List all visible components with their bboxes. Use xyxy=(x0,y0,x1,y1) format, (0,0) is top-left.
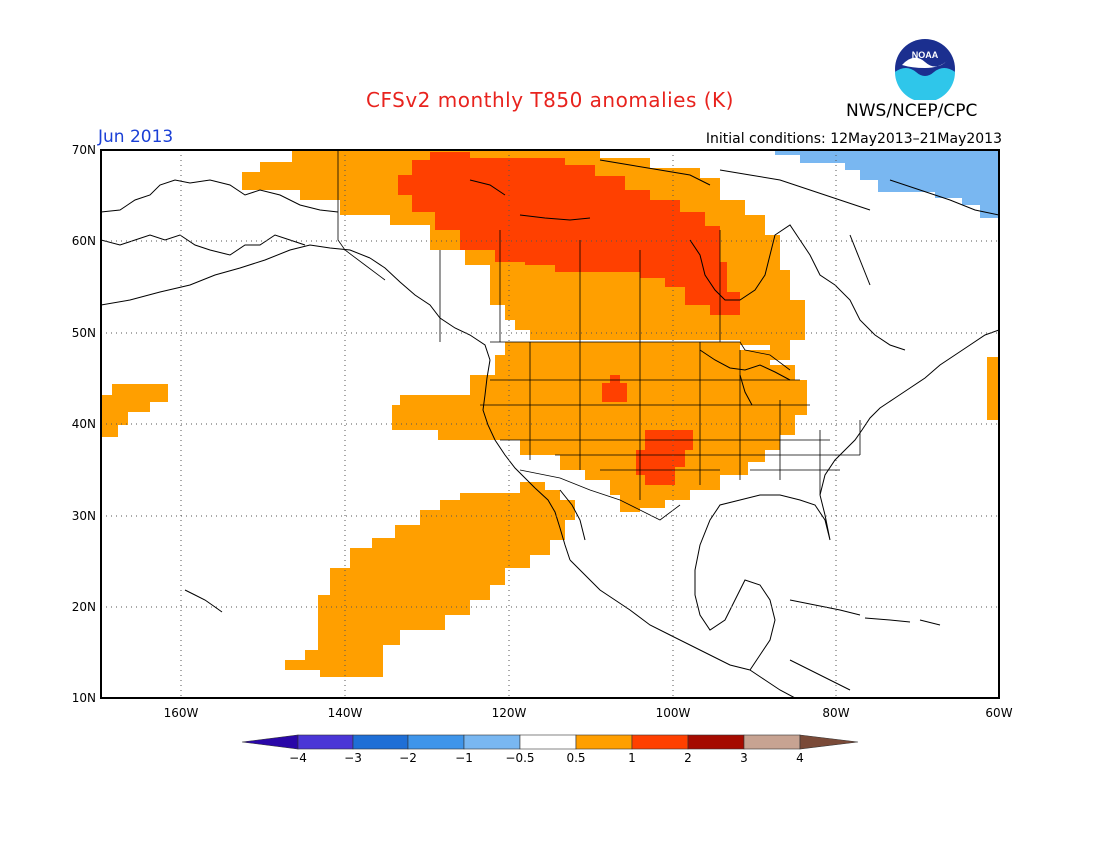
noaa-logo-text: NOAA xyxy=(912,50,939,60)
legend-swatch-1-2 xyxy=(631,734,689,750)
legend-label-0_5: 0.5 xyxy=(566,751,586,765)
legend-label-4: 4 xyxy=(796,751,804,765)
legend-label-1: 1 xyxy=(628,751,636,765)
lat-label-50n: 50N xyxy=(71,326,96,340)
legend-swatch-neg4-neg3 xyxy=(297,734,354,750)
noaa-logo: NOAA xyxy=(895,39,955,100)
lat-label-60n: 60N xyxy=(71,234,96,248)
legend-swatch-neutral xyxy=(519,734,577,750)
lat-label-40n: 40N xyxy=(71,417,96,431)
legend-swatch-above-4 xyxy=(799,734,859,750)
lon-label-120w: 120W xyxy=(491,706,527,720)
legend-swatch-3-4 xyxy=(743,734,801,750)
legend-label-neg1: −1 xyxy=(455,751,473,765)
forecast-month: Jun 2013 xyxy=(98,127,174,147)
legend-swatch-neg2-neg1 xyxy=(407,734,465,750)
legend-swatch-neg1-neg0_5 xyxy=(463,734,521,750)
legend-swatch-2-3 xyxy=(687,734,745,750)
legend-swatch-0_5-1 xyxy=(575,734,633,750)
coastlines xyxy=(101,159,999,698)
legend-label-neg0_5: −0.5 xyxy=(505,751,535,765)
lat-label-10n: 10N xyxy=(71,691,96,705)
legend-label-neg2: −2 xyxy=(399,751,417,765)
lon-label-140w: 140W xyxy=(327,706,363,720)
legend-label-3: 3 xyxy=(740,751,748,765)
lat-label-30n: 30N xyxy=(71,509,96,523)
initial-conditions: Initial conditions: 12May2013–21May2013 xyxy=(705,131,1002,147)
legend-label-2: 2 xyxy=(684,751,692,765)
lon-label-80w: 80W xyxy=(822,706,850,720)
anomaly-region-blue xyxy=(775,150,999,218)
lon-label-160w: 160W xyxy=(163,706,199,720)
legend-label-neg4: −4 xyxy=(289,751,307,765)
legend-swatch-below-neg4 xyxy=(241,734,299,750)
legend-swatch-neg3-neg2 xyxy=(352,734,409,750)
lat-label-70n: 70N xyxy=(71,143,96,157)
lon-label-100w: 100W xyxy=(655,706,691,720)
legend-label-neg3: −3 xyxy=(344,751,362,765)
map-title: CFSv2 monthly T850 anomalies (K) xyxy=(366,88,734,112)
map-frame xyxy=(100,149,1000,699)
agency-label: NWS/NCEP/CPC xyxy=(846,101,978,121)
lat-label-20n: 20N xyxy=(71,600,96,614)
anomaly-region-red xyxy=(398,152,740,485)
political-boundaries xyxy=(337,150,861,521)
lon-label-60w: 60W xyxy=(985,706,1013,720)
